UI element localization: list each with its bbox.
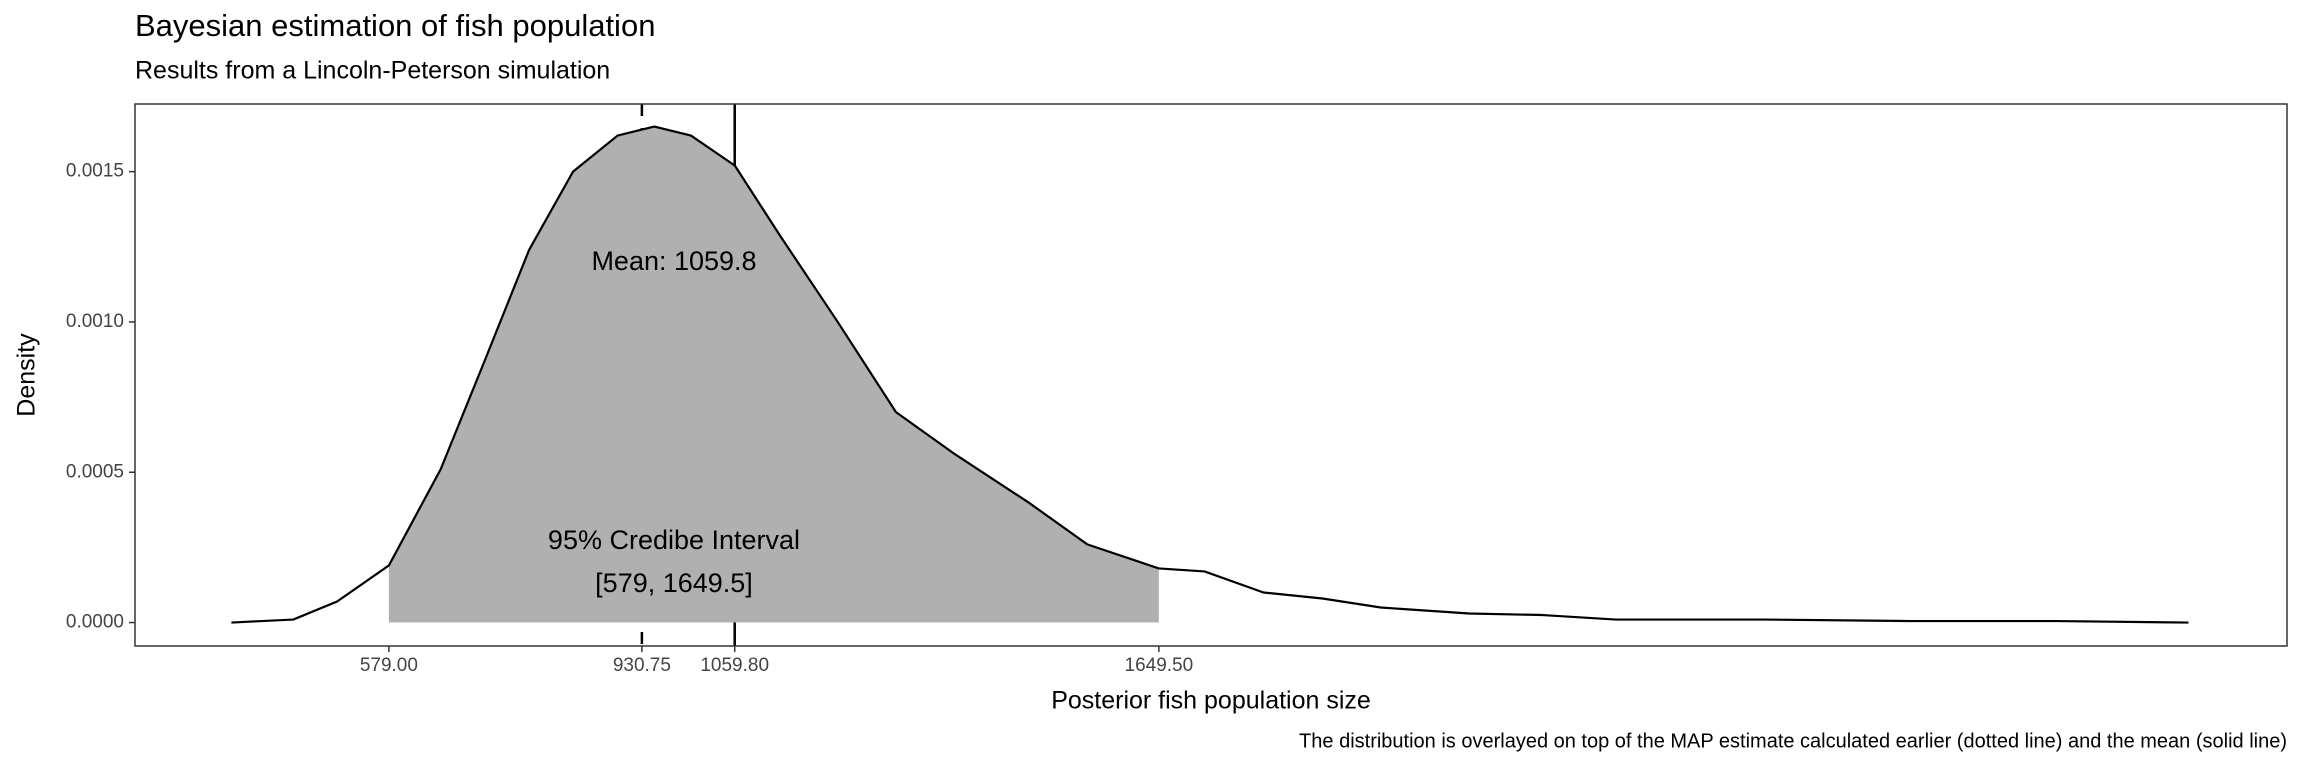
density-line [231, 125, 2189, 624]
x-tick-label: 930.75 [613, 655, 671, 676]
x-tick-label: 1649.50 [1125, 655, 1194, 676]
chart-title: Bayesian estimation of fish population [135, 8, 655, 43]
y-axis-title: Density [13, 333, 41, 417]
y-tick-label: 0.0000 [66, 612, 124, 633]
y-tick-label: 0.0005 [66, 461, 124, 482]
x-tick-label: 579.00 [360, 655, 418, 676]
annotation: Mean: 1059.8 [591, 246, 756, 276]
x-axis-title: Posterior fish population size [1051, 687, 1371, 715]
caption: The distribution is overlayed on top of … [1299, 730, 2287, 752]
y-tick-label: 0.0015 [66, 161, 124, 182]
chart-subtitle: Results from a Lincoln-Peterson simulati… [135, 57, 610, 85]
annotation: [579, 1649.5] [595, 568, 753, 598]
x-tick-label: 1059.80 [700, 655, 769, 676]
annotation: 95% Credibe Interval [548, 525, 800, 555]
plot-border [134, 103, 2288, 647]
credible-area [388, 126, 1159, 623]
y-tick-label: 0.0010 [66, 311, 124, 332]
